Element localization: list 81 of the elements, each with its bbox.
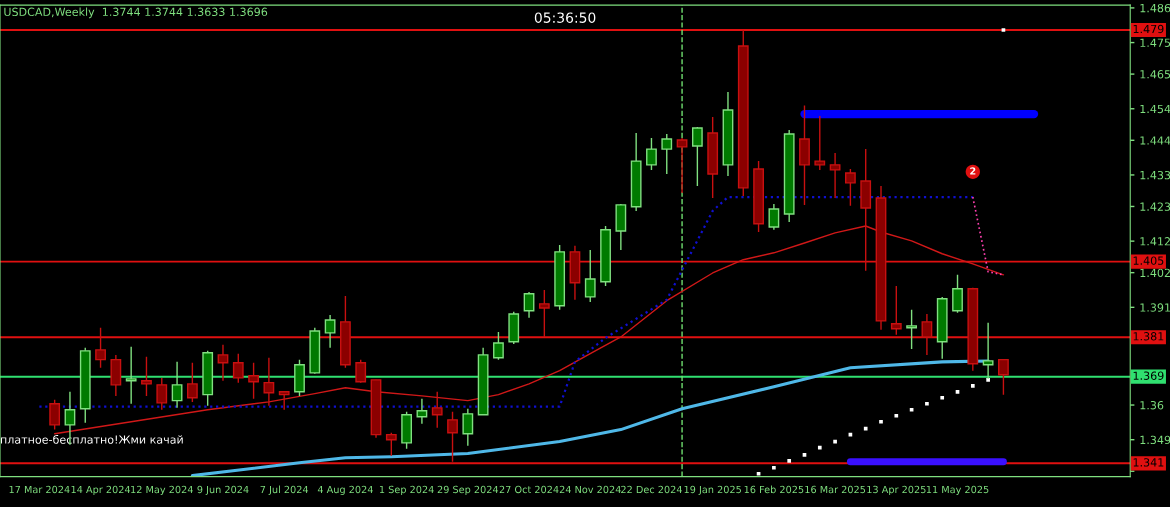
y-tick-label: 1.465 <box>1140 70 1170 79</box>
x-tick-label: 7 Jul 2024 <box>260 485 309 495</box>
candlestick <box>324 314 336 349</box>
candlestick <box>768 203 780 231</box>
candlestick <box>95 327 106 369</box>
candlestick <box>462 408 474 447</box>
candlestick <box>447 410 458 463</box>
annotation: 2 <box>970 167 976 175</box>
point <box>940 395 945 400</box>
candlestick <box>921 313 933 356</box>
y-tick-label: 1.423 <box>1140 202 1170 211</box>
candlestick <box>49 398 61 431</box>
candlestick <box>523 291 535 319</box>
point <box>879 419 883 424</box>
y-tick-label: 1.402 <box>1140 268 1170 278</box>
x-tick-label: 16 Feb 2025 <box>744 485 804 494</box>
y-tick-label: 1.412 <box>1140 237 1170 246</box>
candlestick <box>676 137 688 194</box>
candlestick <box>646 137 657 171</box>
point <box>863 426 868 431</box>
x-tick-label: 19 Jan 2025 <box>684 485 741 495</box>
point <box>970 383 975 388</box>
point <box>787 458 792 463</box>
candlestick <box>906 309 918 350</box>
candlestick <box>355 358 367 384</box>
y-tick-label: 1.444 <box>1140 136 1170 145</box>
x-tick-label: 24 Nov 2024 <box>559 485 621 494</box>
y-tick-label: 1.349 <box>1140 435 1170 445</box>
candlestick <box>156 377 168 411</box>
candlestick <box>814 115 826 171</box>
candlestick <box>998 358 1009 396</box>
candlestick <box>186 362 198 403</box>
y-tick-label: 1.454 <box>1140 104 1170 114</box>
ref-line-label: 1.479 <box>1133 24 1164 34</box>
line-series <box>38 195 974 408</box>
chart-title: USDCAD,Weekly 1.3744 1.3744 1.3633 1.3696 <box>4 7 268 19</box>
candlestick <box>890 285 902 336</box>
y-tick-label: 1.475 <box>1140 38 1170 47</box>
point <box>925 401 929 406</box>
candlestick <box>538 289 550 338</box>
candlestick <box>141 356 152 397</box>
x-tick-label: 22 Dec 2024 <box>621 485 682 494</box>
candlestick <box>691 126 703 187</box>
ref-line-label: 1.341 <box>1133 458 1164 467</box>
candlestick <box>385 432 397 457</box>
candlestick <box>584 249 596 303</box>
candlestick <box>829 152 841 199</box>
y-tick-label: 1.486 <box>1140 3 1170 13</box>
x-tick-label: 17 Mar 2024 <box>9 485 70 494</box>
x-tick-label: 16 Mar 2025 <box>805 485 866 494</box>
y-tick-label: 1.36 <box>1140 401 1164 410</box>
candlestick <box>982 322 994 380</box>
candlestick <box>232 352 244 384</box>
candlestick <box>416 398 428 425</box>
candlestick <box>217 344 229 382</box>
annotation: 05:36:50 <box>534 12 596 23</box>
candlestick <box>952 274 963 314</box>
x-tick-label: 29 Sep 2024 <box>437 485 499 496</box>
x-tick-label: 4 Aug 2024 <box>317 485 373 496</box>
x-tick-label: 14 Apr 2024 <box>71 485 131 496</box>
candlestick <box>661 133 673 175</box>
ref-line-label: 1.369 <box>1133 371 1164 380</box>
x-tick-label: 1 Sep 2024 <box>379 485 434 496</box>
x-tick-label: 12 May 2024 <box>131 485 193 496</box>
candlestick <box>125 346 137 405</box>
candlestick <box>493 331 504 361</box>
candlestick <box>431 391 443 429</box>
candlestick <box>845 168 856 207</box>
ref-line-label: 1.405 <box>1133 256 1164 265</box>
x-tick-label: 13 Apr 2025 <box>867 485 926 496</box>
candlestick <box>171 361 183 409</box>
x-tick-label: 11 May 2025 <box>926 485 989 496</box>
x-tick-label: 27 Oct 2024 <box>499 485 559 494</box>
candlestick <box>248 362 259 400</box>
x-tick-label: 9 Jun 2024 <box>197 485 249 495</box>
point <box>894 413 899 418</box>
ref-line-label: 1.381 <box>1133 332 1164 341</box>
y-tick-label: 1.391 <box>1140 303 1170 312</box>
candlestick <box>263 357 275 407</box>
point <box>772 465 776 470</box>
y-tick-label: 1.433 <box>1140 170 1170 180</box>
